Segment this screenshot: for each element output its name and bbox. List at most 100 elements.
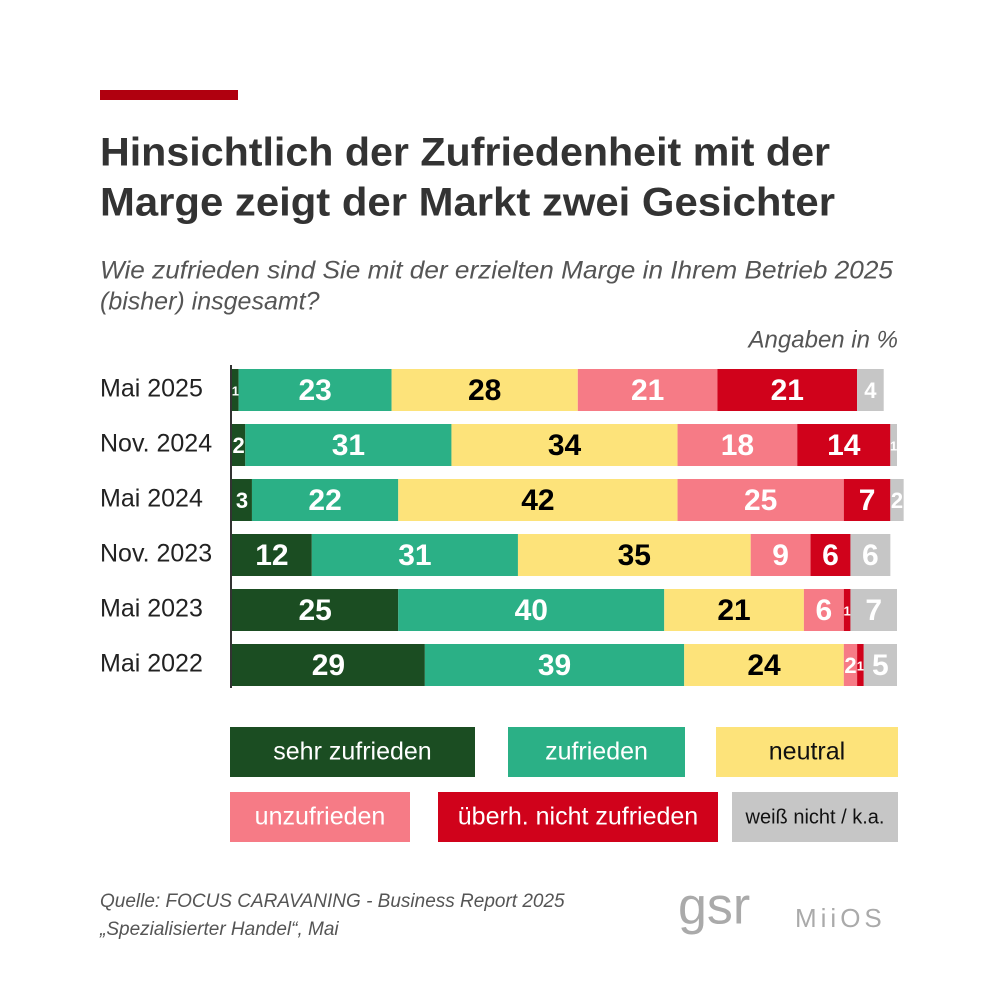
bar-segment bbox=[398, 479, 678, 521]
bar-segment bbox=[238, 369, 392, 411]
data-label: 34 bbox=[548, 429, 582, 462]
bar-segment bbox=[863, 644, 897, 686]
note: Angaben in % bbox=[747, 326, 898, 353]
legend-label: unzufrieden bbox=[255, 803, 386, 831]
data-label: 3 bbox=[236, 488, 248, 513]
bar-segment bbox=[232, 534, 312, 576]
legend-swatch bbox=[438, 792, 718, 842]
bar-segment bbox=[398, 589, 665, 631]
bar-segment bbox=[232, 369, 239, 411]
data-label: 5 bbox=[872, 649, 889, 682]
category-label: Mai 2025 bbox=[100, 375, 203, 403]
bar-segment bbox=[850, 534, 891, 576]
category-label: Mai 2023 bbox=[100, 595, 203, 623]
data-label: 1 bbox=[232, 383, 239, 398]
bar-segment bbox=[850, 589, 897, 631]
data-label: 1 bbox=[890, 438, 897, 453]
legend-swatch bbox=[732, 792, 898, 842]
category-label: Nov. 2023 bbox=[100, 540, 212, 568]
bar-segment bbox=[843, 644, 858, 686]
bar-segment bbox=[843, 589, 851, 631]
bar-segment bbox=[890, 479, 904, 521]
bar-segment bbox=[391, 369, 578, 411]
data-label: 12 bbox=[255, 539, 288, 572]
bar-segment bbox=[717, 369, 858, 411]
legend-label: zufrieden bbox=[545, 738, 648, 766]
bar-segment bbox=[232, 424, 246, 466]
bar-segment bbox=[664, 589, 804, 631]
data-label: 2 bbox=[233, 433, 245, 458]
logo: gsr bbox=[678, 878, 750, 936]
data-label: 24 bbox=[747, 649, 781, 682]
data-label: 1 bbox=[844, 603, 851, 618]
data-label: 6 bbox=[822, 539, 839, 572]
bar-segment bbox=[232, 479, 252, 521]
data-label: 9 bbox=[772, 539, 789, 572]
legend-swatch bbox=[716, 727, 898, 777]
data-label: 31 bbox=[332, 429, 365, 462]
data-label: 18 bbox=[721, 429, 754, 462]
bar-segment bbox=[857, 369, 884, 411]
chart-title: Hinsichtlich der Zufriedenheit mit der bbox=[100, 131, 830, 175]
bar-segment bbox=[424, 644, 685, 686]
legend-swatch bbox=[508, 727, 685, 777]
bar-segment bbox=[311, 534, 518, 576]
bar-segment bbox=[232, 589, 399, 631]
data-label: 7 bbox=[865, 594, 882, 627]
bar-segment bbox=[677, 424, 798, 466]
bar-segment bbox=[843, 479, 891, 521]
source: „Spezialisierter Handel“, Mai bbox=[99, 919, 339, 940]
legend-label: überh. nicht zufrieden bbox=[458, 803, 698, 831]
bar-segment bbox=[797, 424, 891, 466]
legend-label: sehr zufrieden bbox=[273, 738, 431, 766]
legend-label: neutral bbox=[769, 738, 845, 766]
data-label: 4 bbox=[864, 378, 877, 403]
logo: MiiOS bbox=[795, 903, 886, 933]
accent-bar bbox=[100, 90, 238, 100]
data-label: 2 bbox=[891, 488, 903, 513]
bar-segment bbox=[857, 644, 864, 686]
data-label: 23 bbox=[298, 374, 331, 407]
data-label: 6 bbox=[862, 539, 879, 572]
bar-segment bbox=[232, 644, 425, 686]
subtitle: Wie zufrieden sind Sie mit der erzielten… bbox=[100, 257, 893, 285]
data-label: 35 bbox=[618, 539, 651, 572]
bar-segment bbox=[517, 534, 751, 576]
bar-segment bbox=[750, 534, 811, 576]
legend-label: weiß nicht / k.a. bbox=[745, 806, 885, 828]
bar-segment bbox=[803, 589, 844, 631]
data-label: 7 bbox=[859, 484, 876, 517]
data-label: 21 bbox=[717, 594, 750, 627]
data-label: 6 bbox=[816, 594, 833, 627]
bar-segment bbox=[810, 534, 851, 576]
data-label: 28 bbox=[468, 374, 501, 407]
data-label: 2 bbox=[844, 653, 856, 678]
bar-segment bbox=[677, 479, 844, 521]
data-label: 29 bbox=[312, 649, 345, 682]
data-label: 22 bbox=[308, 484, 341, 517]
data-label: 14 bbox=[827, 429, 861, 462]
data-label: 21 bbox=[631, 374, 664, 407]
bar-segment bbox=[251, 479, 399, 521]
category-label: Mai 2022 bbox=[100, 650, 203, 678]
data-label: 39 bbox=[538, 649, 571, 682]
category-label: Nov. 2024 bbox=[100, 430, 212, 458]
subtitle: (bisher) insgesamt? bbox=[100, 288, 320, 316]
legend-swatch bbox=[230, 727, 475, 777]
bar-segment bbox=[451, 424, 678, 466]
category-label: Mai 2024 bbox=[100, 485, 203, 513]
data-label: 40 bbox=[515, 594, 548, 627]
data-label: 42 bbox=[521, 484, 554, 517]
bar-segment bbox=[245, 424, 452, 466]
legend-swatch bbox=[230, 792, 410, 842]
chart-title: Marge zeigt der Markt zwei Gesichter bbox=[100, 181, 835, 225]
data-label: 31 bbox=[398, 539, 431, 572]
bar-segment bbox=[684, 644, 844, 686]
bar-segment bbox=[890, 424, 897, 466]
source: Quelle: FOCUS CARAVANING - Business Repo… bbox=[100, 891, 565, 912]
data-label: 1 bbox=[857, 658, 864, 673]
data-label: 25 bbox=[298, 594, 331, 627]
data-label: 21 bbox=[771, 374, 804, 407]
data-label: 25 bbox=[744, 484, 777, 517]
